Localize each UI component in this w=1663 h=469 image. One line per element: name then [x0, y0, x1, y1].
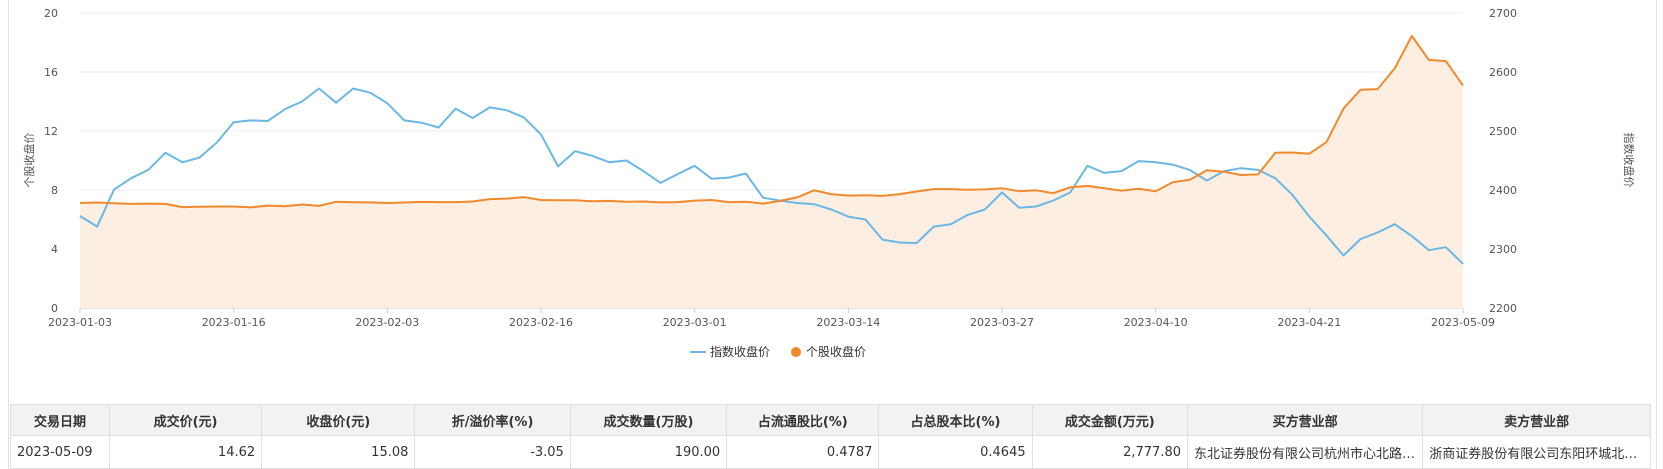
y-right-tick-label: 2600 — [1489, 66, 1517, 79]
series-area-1 — [80, 36, 1463, 308]
trade-table: 交易日期 成交价(元) 收盘价(元) 折/溢价率(%) 成交数量(万股) 占流通股比(%)… — [10, 404, 1651, 469]
y-left-tick-label: 20 — [44, 7, 58, 20]
x-tick-label: 2023-04-10 — [1124, 316, 1188, 329]
legend-label[interactable]: 个股收盘价 — [806, 344, 866, 359]
table-cell: 14.62 — [108, 435, 263, 469]
y-axis-right-label: 指数收盘价 — [1622, 133, 1636, 188]
chart-frame — [8, 0, 1657, 469]
series-line-0[interactable] — [79, 87, 1464, 265]
table-header-cell: 占流通股比(%) — [726, 404, 880, 436]
y-left-tick-label: 8 — [51, 184, 58, 197]
table-header-row: 交易日期 成交价(元) 收盘价(元) 折/溢价率(%) 成交数量(万股) 占流通股比(%)… — [10, 404, 1651, 436]
table-header-cell: 成交价(元) — [108, 404, 263, 436]
lines-layer — [79, 35, 1464, 265]
y-right-tick-label: 2300 — [1489, 243, 1517, 256]
table-cell: 15.08 — [261, 435, 416, 469]
table-header-cell: 成交数量(万股) — [569, 404, 728, 436]
area-layer — [80, 36, 1463, 308]
x-tick-label: 2023-03-14 — [816, 316, 880, 329]
y-left-tick-label: 4 — [51, 243, 58, 256]
table-cell: 2,777.80 — [1031, 435, 1189, 469]
x-tick-label: 2023-04-21 — [1277, 316, 1341, 329]
legend-dot-icon — [791, 347, 801, 357]
table-header-cell: 占总股本比(%) — [878, 404, 1033, 436]
dual-axis-line-chart: 0 4 8 12 16 20 2200 2300 2400 2500 2600 2700 2023-01… — [22, 7, 1636, 359]
table-header-cell: 成交金额(万元) — [1031, 404, 1189, 436]
table-header-cell: 卖方营业部 — [1422, 404, 1651, 436]
table-header-cell: 买方营业部 — [1186, 404, 1424, 436]
x-tick-label: 2023-03-01 — [663, 316, 727, 329]
x-tick-label: 2023-03-27 — [970, 316, 1034, 329]
legend[interactable]: 指数收盘价 个股收盘价 — [690, 344, 866, 359]
table-cell: 0.4787 — [726, 435, 880, 469]
y-right-tick-label: 2200 — [1489, 302, 1517, 315]
y-right-tick-label: 2500 — [1489, 125, 1517, 138]
x-tick-label: 2023-05-09 — [1431, 316, 1495, 329]
legend-label[interactable]: 指数收盘价 — [710, 344, 770, 359]
table-body: 2023-05-09 14.62 15.08 -3.05 190.00 0.4787 0.4… — [10, 435, 1651, 469]
x-tick-label: 2023-01-16 — [202, 316, 266, 329]
table-cell: -3.05 — [414, 435, 571, 469]
x-tick-label: 2023-02-16 — [509, 316, 573, 329]
y-left-tick-label: 0 — [51, 302, 58, 315]
y-axis-left-label: 个股收盘价 — [22, 133, 36, 188]
table-header-cell: 收盘价(元) — [261, 404, 416, 436]
y-left-tick-label: 16 — [44, 66, 58, 79]
series-line-1[interactable] — [79, 35, 1464, 209]
tick-labels: 0 4 8 12 16 20 2200 2300 2400 2500 2600 2700 2023-01… — [44, 7, 1517, 329]
x-tick-label: 2023-02-03 — [355, 316, 419, 329]
table-cell: 东北证券股份有限公司杭州市心北路证券营业部 — [1186, 435, 1424, 469]
table-cell: 2023-05-09 — [10, 435, 110, 469]
table-cell: 0.4645 — [878, 435, 1033, 469]
y-left-tick-label: 12 — [44, 125, 58, 138]
table-header-cell: 交易日期 — [10, 404, 110, 436]
table-header-cell: 折/溢价率(%) — [414, 404, 571, 436]
table-row: 2023-05-09 14.62 15.08 -3.05 190.00 0.4787 0.4… — [10, 435, 1651, 469]
table-cell: 浙商证券股份有限公司东阳环城北路证券营业部 — [1422, 435, 1651, 469]
x-tick-label: 2023-01-03 — [48, 316, 112, 329]
y-right-tick-label: 2400 — [1489, 184, 1517, 197]
y-right-tick-label: 2700 — [1489, 7, 1517, 20]
table-cell: 190.00 — [569, 435, 728, 469]
